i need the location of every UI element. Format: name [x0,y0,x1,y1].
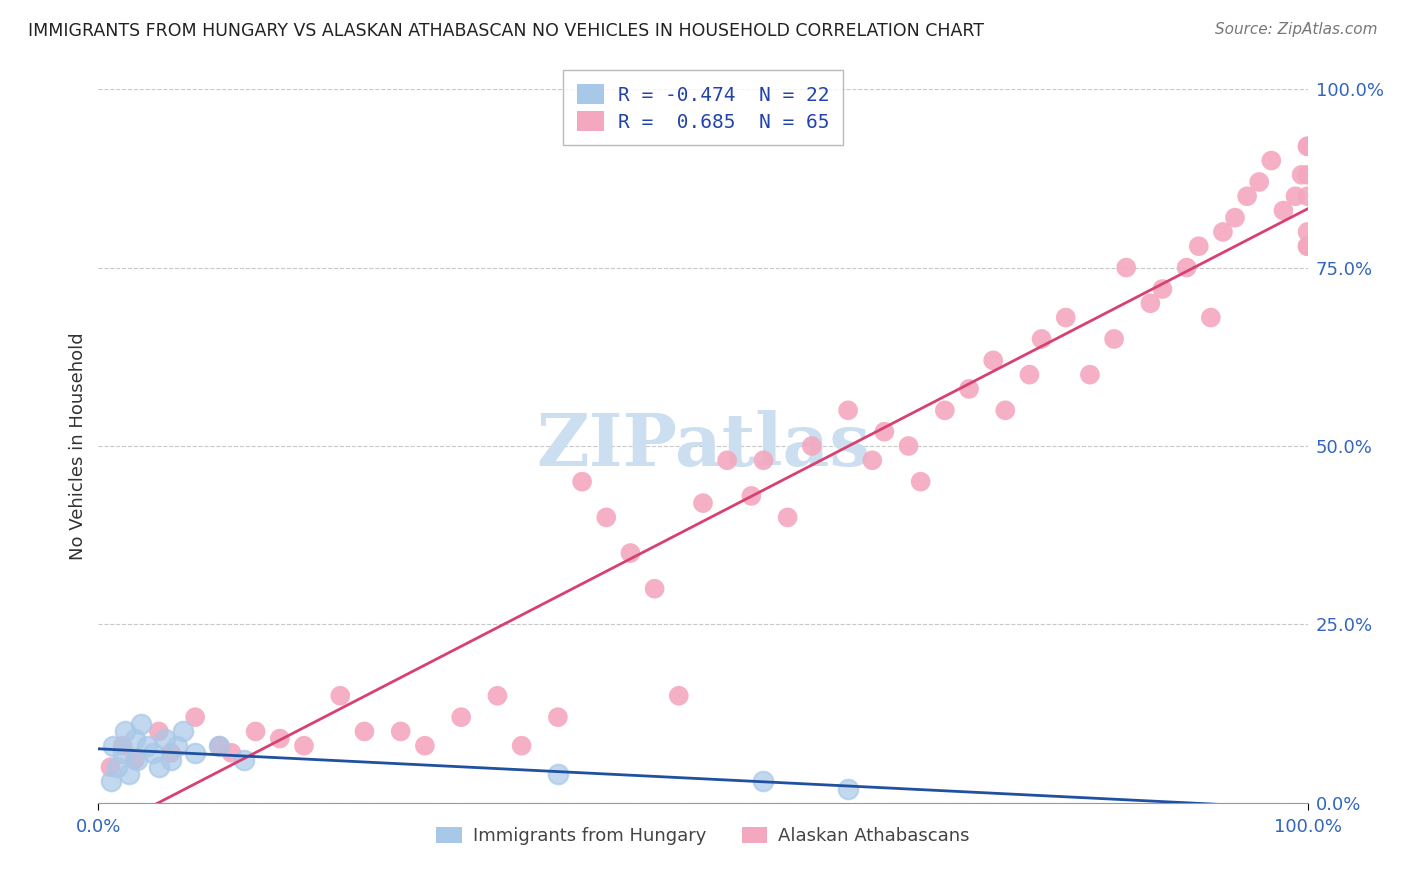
Point [329,689,352,703]
Point [1223,211,1246,225]
Point [486,689,509,703]
Point [135,739,157,753]
Point [166,739,188,753]
Point [981,353,1004,368]
Point [994,403,1017,417]
Point [413,739,436,753]
Point [118,767,141,781]
Point [111,746,134,760]
Point [184,710,207,724]
Point [571,475,593,489]
Point [776,510,799,524]
Point [127,753,149,767]
Point [716,453,738,467]
Point [595,510,617,524]
Point [124,753,146,767]
Point [269,731,291,746]
Point [1188,239,1211,253]
Point [1296,139,1319,153]
Point [101,739,124,753]
Point [184,746,207,760]
Point [1152,282,1174,296]
Point [208,739,231,753]
Point [1199,310,1222,325]
Point [1212,225,1234,239]
Point [208,739,231,753]
Point [153,731,176,746]
Point [957,382,980,396]
Point [148,760,170,774]
Point [897,439,920,453]
Point [160,746,183,760]
Point [172,724,194,739]
Point [873,425,896,439]
Point [1296,239,1319,253]
Point [450,710,472,724]
Point [1296,225,1319,239]
Point [1175,260,1198,275]
Point [1296,239,1319,253]
Point [740,489,762,503]
Point [111,739,134,753]
Point [105,760,128,774]
Point [1296,139,1319,153]
Point [547,767,569,781]
Point [644,582,666,596]
Text: IMMIGRANTS FROM HUNGARY VS ALASKAN ATHABASCAN NO VEHICLES IN HOUSEHOLD CORRELATI: IMMIGRANTS FROM HUNGARY VS ALASKAN ATHAB… [28,22,984,40]
Point [142,746,165,760]
Point [1139,296,1161,310]
Text: ZIPatlas: ZIPatlas [536,410,870,482]
Point [292,739,315,753]
Point [100,760,122,774]
Point [1031,332,1053,346]
Point [752,774,775,789]
Point [1249,175,1271,189]
Point [860,453,883,467]
Point [547,710,569,724]
Text: Source: ZipAtlas.com: Source: ZipAtlas.com [1215,22,1378,37]
Point [148,724,170,739]
Point [668,689,690,703]
Point [934,403,956,417]
Point [221,746,243,760]
Point [160,753,183,767]
Point [1054,310,1077,325]
Point [1260,153,1282,168]
Point [1284,189,1306,203]
Point [245,724,267,739]
Point [800,439,823,453]
Y-axis label: No Vehicles in Household: No Vehicles in Household [69,332,87,560]
Point [100,774,122,789]
Point [1236,189,1258,203]
Point [114,724,136,739]
Point [752,453,775,467]
Point [1296,189,1319,203]
Point [1018,368,1040,382]
Point [129,717,152,731]
Legend: Immigrants from Hungary, Alaskan Athabascans: Immigrants from Hungary, Alaskan Athabas… [427,818,979,855]
Point [510,739,533,753]
Point [1115,260,1137,275]
Point [232,753,254,767]
Point [619,546,641,560]
Point [837,403,859,417]
Point [1272,203,1295,218]
Point [1296,168,1319,182]
Point [910,475,932,489]
Point [1102,332,1125,346]
Point [353,724,375,739]
Point [692,496,714,510]
Point [389,724,412,739]
Point [124,731,146,746]
Point [1078,368,1101,382]
Point [1291,168,1313,182]
Point [837,781,859,796]
